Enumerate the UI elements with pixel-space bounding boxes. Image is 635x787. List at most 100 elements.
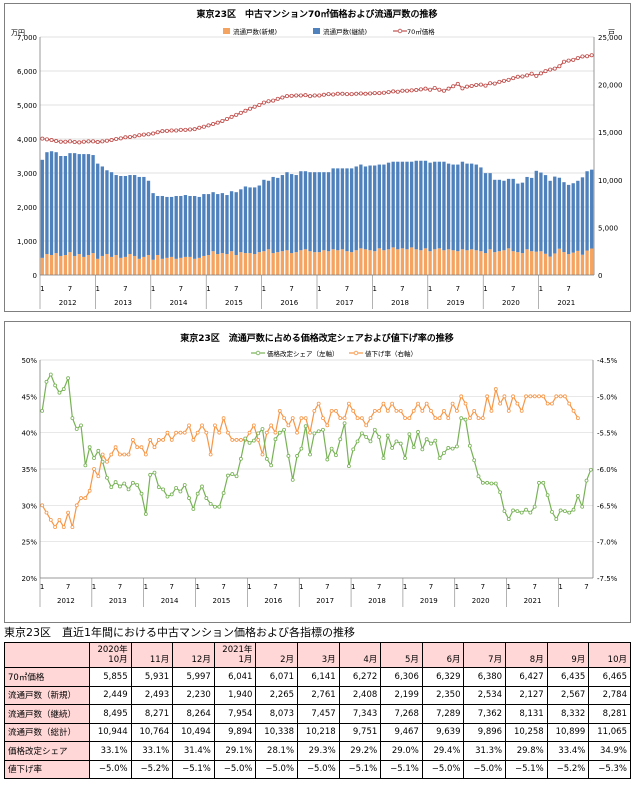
revision-share-point	[329, 446, 334, 451]
table-cell: 8,264	[172, 704, 215, 724]
revision-share-point	[312, 431, 317, 436]
revision-share-point	[238, 456, 243, 461]
revision-share-point	[226, 473, 230, 478]
bar-new	[206, 255, 211, 275]
bar-new	[68, 252, 72, 275]
table-cell: 2,449	[89, 685, 132, 705]
bar-continuing	[248, 187, 252, 254]
revision-share-point	[79, 423, 83, 428]
revision-share-point	[251, 438, 256, 443]
bar-new	[165, 257, 169, 275]
price-cut-rate-point	[269, 423, 274, 428]
bar-continuing	[156, 195, 160, 256]
bar-continuing	[123, 175, 128, 257]
bar-new	[86, 255, 91, 275]
revision-share-point	[217, 504, 222, 509]
bar-new	[511, 251, 515, 275]
price-point	[589, 53, 594, 58]
table-cell: 6,427	[505, 667, 548, 687]
price-point	[552, 66, 557, 71]
price-point	[137, 133, 142, 138]
left-tick-label: 0	[33, 272, 37, 280]
bar-new	[192, 258, 197, 275]
price-cut-rate-point	[178, 430, 183, 435]
bar-new	[197, 257, 201, 275]
revision-share-point	[515, 509, 520, 514]
right-tick-label: -6.5%	[597, 502, 618, 510]
price-cut-rate-point	[187, 423, 191, 428]
table-column-header: 8月	[505, 642, 548, 668]
revision-share-point	[537, 480, 541, 485]
bar-continuing	[446, 163, 451, 250]
bar-new	[474, 250, 478, 275]
bar-continuing	[202, 194, 206, 256]
table-column-header: 5月	[380, 642, 423, 668]
price-point	[414, 88, 419, 93]
bar-continuing	[225, 195, 229, 255]
table-cell: 2,534	[463, 685, 507, 705]
price-point	[174, 128, 179, 133]
price-cut-rate-point	[450, 401, 455, 406]
indicator-table: 2020年 10月 11月 12月 2021年 1月 2月 3月 4月 5月 6月 7…	[4, 642, 631, 779]
bar-continuing	[114, 175, 118, 256]
right-tick-label: -7.0%	[597, 539, 618, 547]
bar-new	[308, 251, 312, 275]
year-label: 2018	[391, 299, 409, 307]
revision-share-point	[463, 417, 468, 422]
price-cut-rate-point	[130, 438, 135, 442]
price-point	[557, 64, 562, 69]
revision-share-point	[580, 504, 585, 509]
revision-share-point	[87, 445, 92, 450]
column-month: 9月	[571, 655, 586, 665]
price-and-listings-chart-panel: 東京23区 中古マンション70㎡価格および流通戸数の推移 万円 戸 0 1,000 2,0…	[4, 3, 631, 312]
bar-new	[54, 253, 58, 275]
price-point	[77, 140, 82, 145]
right-tick-label: 5,000	[598, 224, 618, 232]
right-tick-label: -6.0%	[597, 466, 618, 474]
bar-continuing	[40, 159, 44, 258]
revision-share-point	[334, 453, 338, 458]
revision-share-point	[57, 390, 62, 395]
column-year	[467, 645, 502, 655]
column-year	[551, 645, 586, 655]
left-tick-label: 40%	[21, 430, 37, 438]
table-cell: 5,855	[89, 667, 132, 687]
table-cell: −5.1%	[172, 759, 215, 779]
bar-continuing	[100, 166, 104, 256]
price-cut-rate-point	[234, 438, 239, 442]
bar-continuing	[543, 175, 548, 254]
price-cut-rate-point	[195, 430, 200, 435]
price-cut-rate-point	[515, 401, 520, 406]
price-cut-rate-point	[347, 401, 351, 406]
right-tick-label: 15,000	[598, 129, 623, 137]
price-cut-rate-point	[174, 430, 178, 435]
revision-share-point	[407, 432, 412, 437]
revision-share-point	[169, 492, 174, 497]
revision-share-point	[230, 472, 235, 476]
price-cut-rate-point	[156, 438, 161, 442]
bar-continuing	[400, 161, 405, 249]
legend-label: 値下げ率（右軸）	[365, 349, 417, 358]
revision-share-point	[213, 504, 217, 509]
revision-share-point	[372, 427, 377, 432]
revision-share-point	[178, 489, 183, 494]
column-month: 11月	[149, 655, 170, 665]
right-axis-unit: 戸	[608, 29, 615, 37]
bar-new	[229, 251, 234, 275]
price-point	[257, 103, 262, 108]
bar-continuing	[571, 183, 575, 253]
price-point	[164, 128, 169, 133]
bar-new	[63, 255, 68, 275]
price-point	[446, 86, 451, 91]
price-point	[192, 127, 197, 132]
bar-continuing	[63, 156, 68, 256]
price-cut-rate-point	[506, 408, 511, 413]
table-column-header: 2021年 1月	[213, 642, 257, 668]
bar-new	[91, 253, 95, 275]
price-point	[418, 87, 423, 92]
table-cell: 29.3%	[297, 741, 340, 761]
revision-share-point	[476, 474, 481, 479]
revision-share-point	[420, 447, 425, 452]
price-cut-rate-point	[191, 438, 196, 442]
price-cut-rate-point	[325, 423, 330, 428]
